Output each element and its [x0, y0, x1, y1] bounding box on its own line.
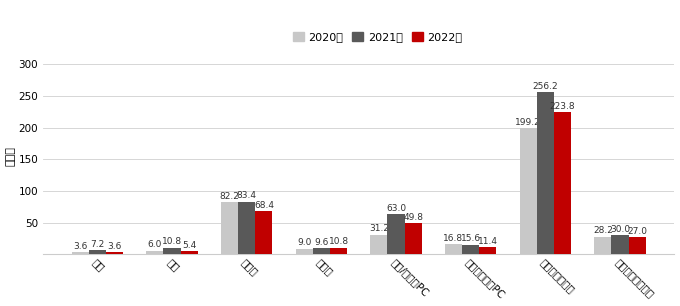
Text: 3.6: 3.6 [73, 242, 88, 251]
Text: 83.4: 83.4 [237, 191, 257, 200]
Bar [520, 128, 537, 255]
Bar [388, 215, 405, 255]
Bar [594, 237, 611, 255]
Bar [554, 112, 571, 255]
Bar [462, 244, 479, 255]
Text: 6.0: 6.0 [148, 241, 162, 249]
Text: 199.2: 199.2 [515, 118, 541, 127]
Bar [146, 251, 163, 255]
Bar [611, 235, 628, 255]
Bar [221, 202, 238, 255]
Text: 82.2: 82.2 [220, 192, 239, 201]
Text: 30.0: 30.0 [610, 225, 630, 234]
Text: 31.2: 31.2 [369, 224, 389, 233]
Text: 256.2: 256.2 [532, 82, 558, 91]
Bar [238, 202, 255, 255]
Bar [371, 235, 388, 255]
Text: 10.8: 10.8 [328, 237, 349, 246]
Text: 16.8: 16.8 [443, 233, 464, 243]
Bar [445, 244, 462, 255]
Bar [163, 248, 181, 255]
Bar [181, 251, 198, 255]
Text: 28.2: 28.2 [593, 226, 613, 235]
Text: 7.2: 7.2 [90, 240, 105, 248]
Bar [479, 247, 496, 255]
Bar [71, 252, 89, 255]
Text: 27.0: 27.0 [627, 227, 647, 236]
Bar [89, 250, 106, 255]
Y-axis label: （分）: （分） [5, 146, 16, 166]
Text: 68.4: 68.4 [254, 201, 274, 210]
Text: 49.8: 49.8 [403, 213, 423, 222]
Bar [537, 92, 554, 255]
Bar [330, 248, 347, 255]
Bar [106, 252, 123, 255]
Legend: 2020年, 2021年, 2022年: 2020年, 2021年, 2022年 [288, 28, 466, 47]
Bar [255, 211, 273, 255]
Text: 63.0: 63.0 [386, 204, 406, 213]
Text: 11.4: 11.4 [478, 237, 498, 246]
Text: 9.0: 9.0 [297, 238, 311, 248]
Text: 5.4: 5.4 [182, 241, 197, 250]
Bar [296, 249, 313, 255]
Bar [628, 237, 646, 255]
Text: 3.6: 3.6 [107, 242, 122, 251]
Text: 10.8: 10.8 [162, 237, 182, 246]
Text: 9.6: 9.6 [314, 238, 328, 247]
Text: 15.6: 15.6 [460, 234, 481, 243]
Bar [313, 248, 330, 255]
Bar [405, 223, 422, 255]
Text: 223.8: 223.8 [549, 102, 575, 111]
